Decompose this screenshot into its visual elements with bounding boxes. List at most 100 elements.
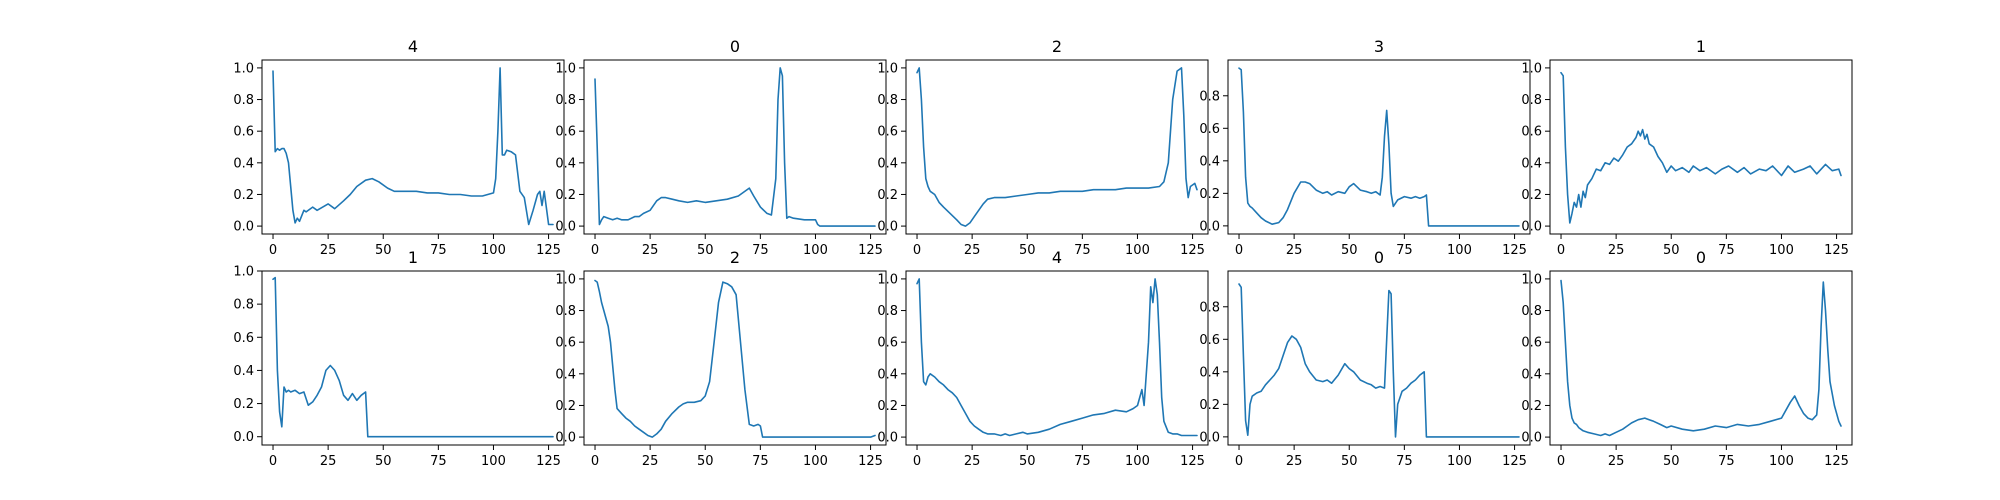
y-tick-label: 0.8 xyxy=(555,93,576,108)
y-tick-label: 0.6 xyxy=(1199,333,1220,348)
y-tick-label: 0.6 xyxy=(1521,125,1542,140)
x-tick-label: 125 xyxy=(858,454,883,469)
y-tick-label: 0.4 xyxy=(233,364,254,379)
subplot-title: 0 xyxy=(1696,248,1706,267)
subplot-title: 4 xyxy=(408,37,418,56)
x-tick-label: 125 xyxy=(1502,243,1527,258)
x-tick-label: 50 xyxy=(1019,454,1036,469)
x-tick-label: 0 xyxy=(1557,243,1565,258)
x-tick-label: 25 xyxy=(320,454,337,469)
x-tick-label: 50 xyxy=(375,243,392,258)
y-tick-label: 0.0 xyxy=(555,431,576,446)
subplot-4: 3 0 25 50 75 100 125 0.0 0.2 0.4 0.6 0.8 xyxy=(1199,37,1531,258)
y-tick-label: 0.8 xyxy=(1521,304,1542,319)
x-tick-label: 75 xyxy=(1718,243,1735,258)
y-tick-label: 0.2 xyxy=(1199,398,1220,413)
y-tick-label: 0.8 xyxy=(877,304,898,319)
x-tick-label: 100 xyxy=(481,454,506,469)
y-tick-label: 0.2 xyxy=(877,399,898,414)
subplot-6: 1 0 25 50 75 100 125 0.0 0.2 0.4 0.6 0.8 1.0 xyxy=(233,248,565,469)
y-tick-label: 0.2 xyxy=(555,399,576,414)
y-tick-label: 0.8 xyxy=(555,304,576,319)
y-tick-label: 0.4 xyxy=(1199,365,1220,380)
x-tick-label: 100 xyxy=(1447,243,1472,258)
subplot-title: 1 xyxy=(408,248,418,267)
x-tick-label: 50 xyxy=(1663,243,1680,258)
y-tick-label: 0.8 xyxy=(233,298,254,313)
x-tick-label: 0 xyxy=(1235,243,1243,258)
y-tick-label: 0.2 xyxy=(1521,188,1542,203)
axes-frame xyxy=(1549,59,1853,235)
y-tick-label: 0.0 xyxy=(233,220,254,235)
y-tick-label: 0.6 xyxy=(555,125,576,140)
x-tick-label: 125 xyxy=(1824,454,1849,469)
x-tick-label: 75 xyxy=(1074,243,1091,258)
y-tick-label: 0.8 xyxy=(1199,300,1220,315)
x-tick-label: 125 xyxy=(1180,243,1205,258)
axes-frame xyxy=(905,270,1209,446)
subplot-title: 4 xyxy=(1052,248,1062,267)
y-tick-label: 1.0 xyxy=(233,61,254,76)
x-tick-label: 75 xyxy=(1396,454,1413,469)
x-tick-label: 0 xyxy=(1235,454,1243,469)
y-tick-label: 0.0 xyxy=(877,431,898,446)
x-tick-label: 125 xyxy=(536,454,561,469)
subplot-5: 1 0 25 50 75 100 125 0.0 0.2 0.4 0.6 0.8 1.0 xyxy=(1521,37,1853,258)
series-line xyxy=(594,67,876,227)
x-tick-label: 25 xyxy=(642,454,659,469)
subplot-title: 3 xyxy=(1374,37,1384,56)
subplot-title: 1 xyxy=(1696,37,1706,56)
x-tick-label: 125 xyxy=(1180,454,1205,469)
x-tick-label: 75 xyxy=(430,243,447,258)
x-tick-label: 25 xyxy=(1286,454,1303,469)
x-tick-label: 50 xyxy=(1663,454,1680,469)
axes-frame xyxy=(1227,270,1531,446)
x-tick-label: 0 xyxy=(591,454,599,469)
y-tick-label: 1.0 xyxy=(233,265,254,280)
x-tick-label: 25 xyxy=(964,243,981,258)
x-tick-label: 25 xyxy=(642,243,659,258)
axes-frame xyxy=(583,59,887,235)
x-tick-label: 50 xyxy=(1341,454,1358,469)
y-tick-label: 0.2 xyxy=(233,397,254,412)
x-tick-label: 100 xyxy=(1447,454,1472,469)
x-tick-label: 75 xyxy=(752,243,769,258)
axes-frame xyxy=(905,59,1209,235)
series-line xyxy=(1238,283,1520,438)
y-tick-label: 0.6 xyxy=(555,336,576,351)
y-tick-label: 0.2 xyxy=(1199,187,1220,202)
series-line xyxy=(272,67,554,226)
y-tick-label: 0.8 xyxy=(877,93,898,108)
y-tick-label: 0.0 xyxy=(1521,220,1542,235)
subplot-8: 4 0 25 50 75 100 125 0.0 0.2 0.4 0.6 0.8 1.0 xyxy=(877,248,1209,469)
series-line xyxy=(1560,279,1842,437)
y-tick-label: 0.6 xyxy=(1199,122,1220,137)
series-line xyxy=(1238,67,1520,227)
x-tick-label: 25 xyxy=(1608,243,1625,258)
axes-frame xyxy=(583,270,887,446)
y-tick-label: 0.4 xyxy=(1521,156,1542,171)
y-tick-label: 0.4 xyxy=(555,367,576,382)
y-tick-label: 1.0 xyxy=(555,61,576,76)
axes-frame xyxy=(1549,270,1853,446)
y-tick-label: 0.6 xyxy=(1521,336,1542,351)
x-tick-label: 125 xyxy=(536,243,561,258)
x-tick-label: 125 xyxy=(858,243,883,258)
subplot-2: 0 0 25 50 75 100 125 0.0 0.2 0.4 0.6 0.8 1.0 xyxy=(555,37,887,258)
y-tick-label: 1.0 xyxy=(877,61,898,76)
x-tick-label: 75 xyxy=(1396,243,1413,258)
y-tick-label: 0.2 xyxy=(877,188,898,203)
subplot-title: 2 xyxy=(730,248,740,267)
series-line xyxy=(272,276,554,438)
y-tick-label: 0.4 xyxy=(233,156,254,171)
series-line xyxy=(1560,71,1842,224)
x-tick-label: 0 xyxy=(913,243,921,258)
y-tick-label: 0.0 xyxy=(1199,430,1220,445)
y-tick-label: 0.0 xyxy=(233,430,254,445)
y-tick-label: 0.2 xyxy=(1521,399,1542,414)
x-tick-label: 100 xyxy=(1769,454,1794,469)
x-tick-label: 75 xyxy=(1718,454,1735,469)
y-tick-label: 0.0 xyxy=(1199,219,1220,234)
x-tick-label: 50 xyxy=(375,454,392,469)
x-tick-label: 25 xyxy=(320,243,337,258)
